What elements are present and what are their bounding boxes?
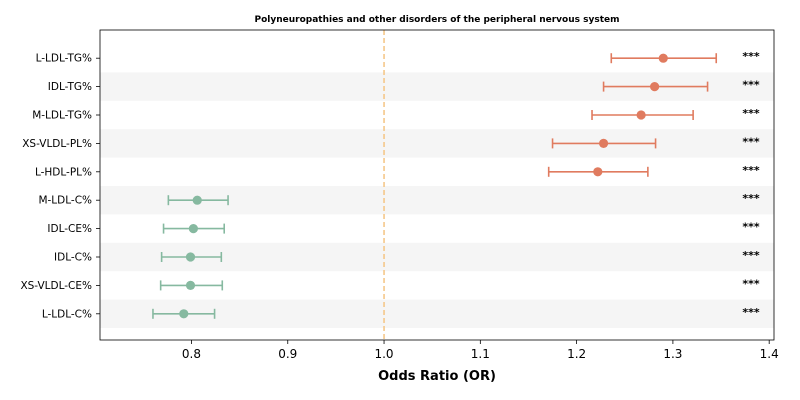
significance-label: *** <box>742 221 760 234</box>
or-point <box>185 280 196 290</box>
or-point <box>650 82 660 92</box>
y-tick-label: IDL-C% <box>54 252 92 264</box>
odds-ratio-points <box>179 53 668 319</box>
x-tick-label: 1.2 <box>567 347 586 361</box>
or-point <box>188 224 198 234</box>
significance-label: *** <box>742 79 760 92</box>
chart-title: Polyneuropathies and other disorders of … <box>255 15 620 25</box>
significance-label: *** <box>742 50 760 63</box>
or-point <box>658 53 668 63</box>
significance-labels: *** *** *** *** *** *** *** *** *** *** <box>742 50 760 319</box>
or-point <box>593 167 603 177</box>
row-band <box>100 129 774 158</box>
y-tick-label: M-LDL-TG% <box>32 110 92 122</box>
or-point <box>179 309 189 319</box>
plot-frame <box>99 29 775 341</box>
y-tick-labels: L-LDL-TG% IDL-TG% M-LDL-TG% XS-VLDL-PL% L-HD… <box>20 53 100 320</box>
x-tick-label: 0.9 <box>278 347 297 361</box>
x-tick-label: 1.1 <box>471 347 490 361</box>
x-axis-label: Odds Ratio (OR) <box>378 369 496 384</box>
x-tick-label: 1.3 <box>663 347 682 361</box>
or-point <box>598 138 609 148</box>
x-tick-label: 0.8 <box>182 347 201 361</box>
y-tick-label: XS-VLDL-PL% <box>22 138 92 150</box>
y-tick-label: M-LDL-C% <box>38 195 92 207</box>
or-point <box>192 195 202 205</box>
y-tick-label: XS-VLDL-CE% <box>20 280 92 292</box>
significance-label: *** <box>742 249 760 262</box>
significance-label: *** <box>742 135 760 148</box>
significance-label: *** <box>742 192 760 205</box>
or-point <box>185 252 196 262</box>
significance-label: *** <box>742 164 760 177</box>
y-tick-label: L-HDL-PL% <box>35 166 92 178</box>
x-ticks: 0.8 0.9 1.0 1.1 1.2 1.3 1.4 <box>182 340 779 361</box>
y-tick-label: L-LDL-TG% <box>36 53 92 65</box>
y-tick-label: IDL-TG% <box>48 81 92 93</box>
x-tick-label: 1.0 <box>374 347 393 361</box>
x-tick-label: 1.4 <box>760 347 779 361</box>
y-tick-label: IDL-CE% <box>47 223 92 235</box>
significance-label: *** <box>742 107 760 120</box>
significance-label: *** <box>742 306 760 319</box>
or-point <box>636 110 646 120</box>
significance-label: *** <box>742 277 760 290</box>
y-tick-label: L-LDL-C% <box>42 308 92 320</box>
